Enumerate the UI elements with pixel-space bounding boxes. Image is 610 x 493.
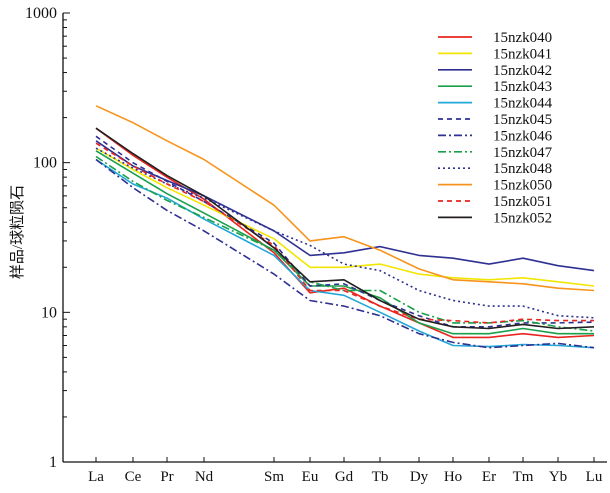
series-line-15nzk045 — [95, 135, 595, 328]
y-tick-label: 1 — [49, 454, 57, 471]
legend-label-15nzk048: 15nzk048 — [493, 161, 552, 177]
series-line-15nzk041 — [95, 147, 595, 287]
legend-label-15nzk040: 15nzk040 — [493, 30, 552, 46]
series-line-15nzk046 — [95, 158, 595, 349]
series-line-15nzk044 — [95, 158, 595, 349]
legend-label-15nzk043: 15nzk043 — [493, 79, 552, 95]
legend-label-15nzk046: 15nzk046 — [493, 128, 553, 144]
x-tick-label-er: Er — [482, 469, 496, 485]
series-line-15nzk051 — [95, 142, 594, 324]
legend-label-15nzk044: 15nzk044 — [493, 96, 553, 112]
series-line-15nzk052 — [95, 127, 595, 330]
x-tick-label-la: La — [88, 469, 104, 485]
axes — [62, 13, 607, 463]
x-tick-label-nd: Nd — [195, 469, 214, 485]
y-tick-label: 10 — [41, 304, 57, 321]
legend-label-15nzk041: 15nzk041 — [493, 46, 552, 62]
series-line-15nzk050 — [95, 105, 595, 292]
y-tick-label: 100 — [33, 155, 57, 172]
x-tick-label-dy: Dy — [410, 469, 429, 485]
x-tick-label-lu: Lu — [586, 469, 603, 485]
x-tick-label-gd: Gd — [335, 469, 354, 485]
legend-label-15nzk052: 15nzk052 — [493, 210, 552, 226]
x-tick-label-tm: Tm — [513, 469, 534, 485]
x-tick-label-sm: Sm — [264, 469, 284, 485]
series-line-15nzk048 — [95, 147, 595, 319]
legend-label-15nzk050: 15nzk050 — [493, 178, 552, 194]
legend-label-15nzk045: 15nzk045 — [493, 112, 552, 128]
legend: 15nzk04015nzk04115nzk04215nzk04315nzk044… — [438, 30, 553, 226]
series-line-15nzk047 — [95, 155, 595, 332]
y-tick-label: 1000 — [25, 5, 57, 22]
y-axis-label: 样品/球粒陨石 — [9, 185, 26, 279]
series-line-15nzk040 — [95, 127, 595, 339]
series-line-15nzk042 — [95, 140, 595, 272]
series-lines — [95, 105, 595, 349]
legend-label-15nzk042: 15nzk042 — [493, 63, 552, 79]
x-tick-label-ce: Ce — [125, 469, 142, 485]
x-axis-ticks: La Ce Pr Nd Sm Eu Gd Tb Dy Ho Er Tm Yb Lu — [88, 457, 603, 485]
x-tick-label-eu: Eu — [302, 469, 319, 485]
legend-label-15nzk047: 15nzk047 — [493, 145, 553, 161]
x-tick-label-pr: Pr — [160, 469, 173, 485]
legend-label-15nzk051: 15nzk051 — [493, 194, 552, 210]
x-tick-label-tb: Tb — [372, 469, 389, 485]
x-tick-label-ho: Ho — [444, 469, 462, 485]
y-axis-ticks: 1 10 100 1000 — [25, 5, 70, 471]
x-tick-label-yb: Yb — [549, 469, 567, 485]
